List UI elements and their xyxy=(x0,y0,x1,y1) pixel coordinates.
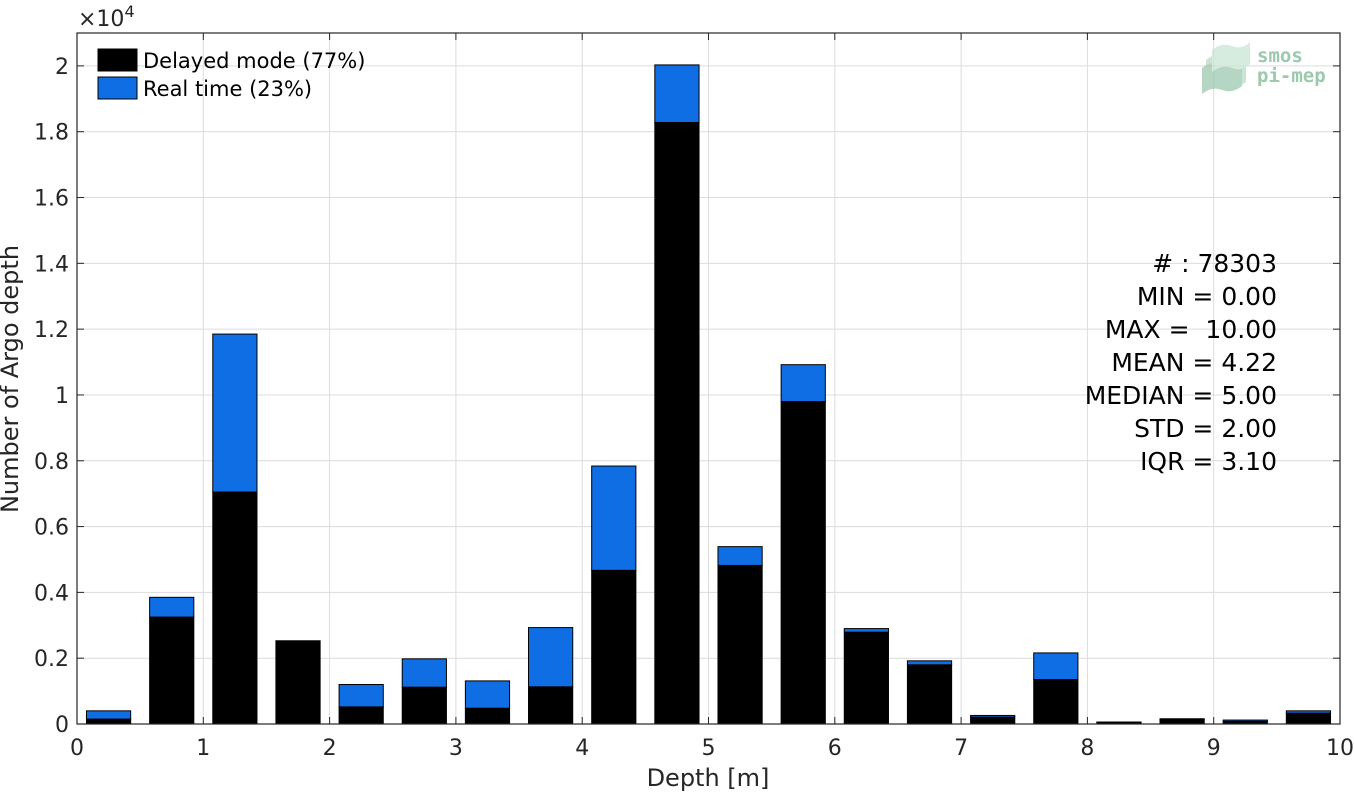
bars xyxy=(85,64,1332,725)
bar-real-time xyxy=(528,627,574,688)
bar-delayed-mode xyxy=(401,686,447,725)
bar-real-time xyxy=(717,546,763,566)
y-tick-label: 1.4 xyxy=(34,252,69,277)
stat-min: MIN = 0.00 xyxy=(1137,282,1277,311)
ticks xyxy=(76,33,1341,725)
y-tick-label: 0.4 xyxy=(34,581,69,606)
y-tick-label: 1.6 xyxy=(34,187,69,212)
stat-count: # : 78303 xyxy=(1152,249,1277,278)
logo-line1: smos xyxy=(1257,45,1303,67)
logo-line2: pi-mep xyxy=(1257,65,1326,87)
y-tick-labels: 0 0.2 0.4 0.6 0.8 1 1.2 1.4 1.6 1.8 2 xyxy=(34,55,69,738)
bar-delayed-mode xyxy=(906,664,953,725)
bar-real-time xyxy=(843,628,889,633)
bar-delayed-mode xyxy=(1285,712,1332,725)
bar-real-time xyxy=(970,714,1016,718)
logo: smos pi-mep xyxy=(1202,42,1326,94)
bar-delayed-mode xyxy=(212,491,258,725)
bar-real-time xyxy=(1285,710,1332,714)
bar-delayed-mode xyxy=(843,631,889,725)
x-tick-label: 2 xyxy=(323,736,337,761)
bar-real-time xyxy=(149,596,195,618)
bar-real-time xyxy=(338,684,384,708)
bar-real-time xyxy=(654,64,700,124)
legend: Delayed mode (77%) Real time (23%) xyxy=(97,48,365,101)
bar-real-time xyxy=(464,680,511,709)
bar-delayed-mode xyxy=(528,686,574,725)
y-tick-label: 0.6 xyxy=(34,516,69,541)
bar-delayed-mode xyxy=(970,716,1016,725)
legend-swatch-realtime xyxy=(97,76,138,100)
x-tick-label: 8 xyxy=(1080,736,1094,761)
x-tick-label: 5 xyxy=(702,736,716,761)
bar-real-time xyxy=(591,465,637,571)
x-tick-label: 4 xyxy=(575,736,589,761)
y-tick-label: 2 xyxy=(55,55,69,80)
x-tick-label: 7 xyxy=(954,736,968,761)
stat-mean: MEAN = 4.22 xyxy=(1111,348,1277,377)
bar-real-time xyxy=(906,660,953,666)
stat-std: STD = 2.00 xyxy=(1134,414,1277,443)
x-tick-labels: 0 1 2 3 4 5 6 7 8 9 10 xyxy=(70,736,1354,761)
x-tick-label: 1 xyxy=(196,736,210,761)
bar-delayed-mode xyxy=(1159,719,1205,725)
bar-delayed-mode xyxy=(275,640,321,725)
stats-box: # : 78303 MIN = 0.00 MAX = 10.00 MEAN = … xyxy=(1085,249,1277,476)
bar-real-time xyxy=(401,658,447,688)
y-tick-label: 1.8 xyxy=(34,121,69,146)
y-tick-label: 0.8 xyxy=(34,450,69,475)
bar-real-time xyxy=(1159,718,1205,721)
x-tick-label: 3 xyxy=(449,736,463,761)
legend-label-delayed: Delayed mode (77%) xyxy=(143,49,365,73)
bar-delayed-mode xyxy=(591,569,637,725)
bar-delayed-mode xyxy=(1033,679,1079,725)
legend-swatch-delayed xyxy=(97,48,138,72)
bar-real-time xyxy=(212,333,258,493)
bar-delayed-mode xyxy=(464,707,511,725)
x-tick-label: 0 xyxy=(70,736,84,761)
x-tick-label: 10 xyxy=(1326,736,1354,761)
y-tick-label: 1.2 xyxy=(34,318,69,343)
stat-max: MAX = 10.00 xyxy=(1105,315,1277,344)
stat-iqr: IQR = 3.10 xyxy=(1140,447,1277,476)
bar-real-time xyxy=(1222,719,1268,722)
bar-delayed-mode xyxy=(338,706,384,725)
bar-delayed-mode xyxy=(717,564,763,725)
x-tick-label: 6 xyxy=(828,736,842,761)
y-axis-label: Number of Argo depth xyxy=(0,245,24,513)
x-axis-label: Depth [m] xyxy=(647,764,770,792)
bar-real-time xyxy=(1033,652,1079,681)
y-tick-label: 0.2 xyxy=(34,647,69,672)
wave-logo-icon xyxy=(1202,42,1250,94)
x-tick-label: 9 xyxy=(1207,736,1221,761)
bar-delayed-mode xyxy=(149,616,195,725)
bar-delayed-mode xyxy=(85,718,132,725)
bar-real-time xyxy=(780,364,826,403)
legend-label-realtime: Real time (23%) xyxy=(143,77,312,101)
y-exponent: ×104 xyxy=(78,2,135,32)
bar-delayed-mode xyxy=(780,401,826,725)
y-tick-label: 1 xyxy=(55,384,69,409)
stat-median: MEDIAN = 5.00 xyxy=(1085,381,1277,410)
y-tick-label: 0 xyxy=(55,713,69,738)
bar-real-time xyxy=(85,710,132,720)
bar-delayed-mode xyxy=(654,122,700,725)
